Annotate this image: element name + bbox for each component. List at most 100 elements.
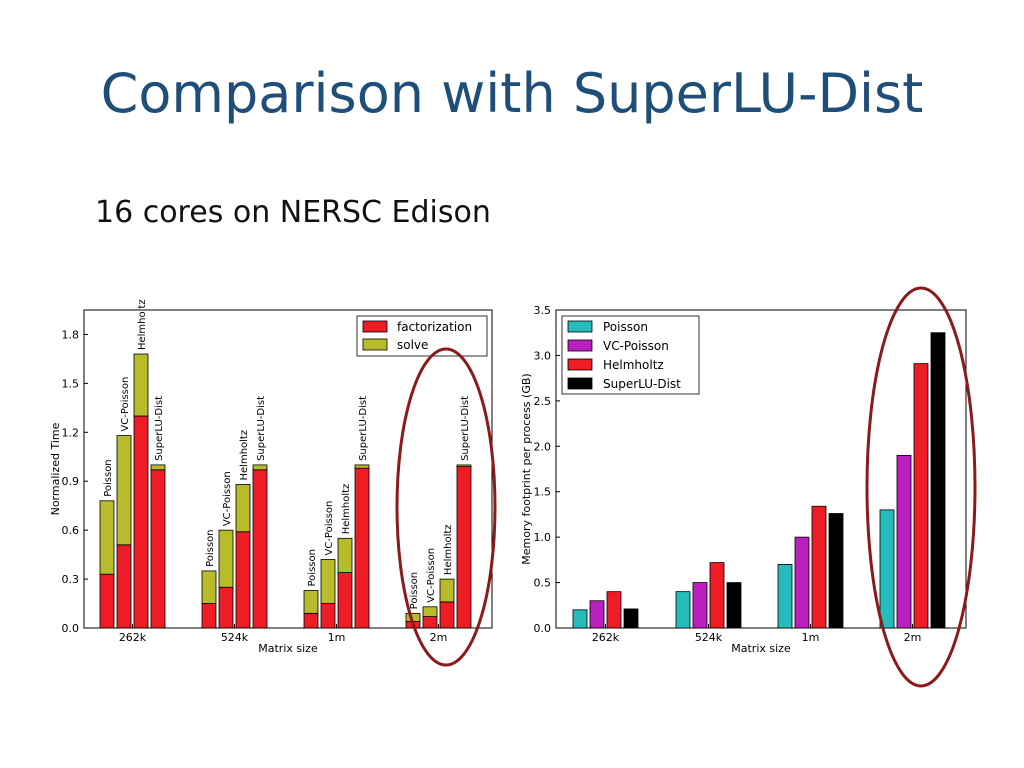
bar-label: VC-Poisson <box>324 501 335 556</box>
x-axis-label: Matrix size <box>731 642 791 655</box>
highlight-ellipse-2m <box>395 347 497 667</box>
y-tick-label: 1.0 <box>534 531 552 544</box>
bar-factorization <box>252 469 268 629</box>
bar-label: SuperLU-Dist <box>460 396 471 461</box>
bar-label: Poisson <box>103 459 114 496</box>
bar-solve <box>133 353 149 417</box>
bar-label: VC-Poisson <box>222 471 233 526</box>
legend-swatch <box>567 339 593 352</box>
x-tick-label: 262k <box>119 631 147 644</box>
y-tick-label: 1.5 <box>62 377 80 390</box>
bar-label: Helmholtz <box>239 430 250 481</box>
y-tick-label: 0.6 <box>62 524 80 537</box>
y-axis-label: Memory footprint per process (GB) <box>520 373 533 564</box>
y-tick-label: 2.5 <box>534 395 552 408</box>
bar-factorization <box>422 616 438 629</box>
bar-superlu-dist <box>623 608 639 629</box>
bar-factorization <box>133 415 149 629</box>
y-tick-label: 0.0 <box>534 622 552 635</box>
bar-poisson <box>777 564 793 629</box>
legend-swatch <box>567 358 593 371</box>
bar-superlu-dist <box>726 582 742 629</box>
bar-solve <box>201 570 217 604</box>
x-tick-label: 524k <box>221 631 249 644</box>
bar-label: Helmholtz <box>443 524 454 575</box>
y-axis-label: Normalized Time <box>49 422 62 515</box>
memory-footprint-chart: 0.0 0.5 1.0 1.5 2.0 2.5 3.0 3.5 262k 524k 1m 2m Matr… <box>520 286 977 688</box>
bar-vc-poisson <box>692 582 708 629</box>
bar-vc-poisson <box>589 600 605 629</box>
bar-helmholtz <box>913 363 929 629</box>
legend-swatch <box>362 320 388 333</box>
bar-label: Poisson <box>205 529 216 566</box>
x-axis-label: Matrix size <box>258 642 318 655</box>
bar-factorization <box>303 612 319 629</box>
x-tick-label: 2m <box>430 631 448 644</box>
bar-factorization <box>320 603 336 629</box>
x-tick-label: 1m <box>328 631 346 644</box>
bar-superlu-dist <box>930 332 946 629</box>
legend-swatch <box>567 320 593 333</box>
legend-label: Poisson <box>603 320 648 334</box>
bar-factorization <box>456 466 472 629</box>
bar-helmholtz <box>811 505 827 629</box>
bar-solve <box>439 578 455 603</box>
y-tick-label: 1.8 <box>62 328 80 341</box>
legend-label: factorization <box>397 320 472 334</box>
bar-solve <box>337 537 353 573</box>
bar-vc-poisson <box>794 536 810 629</box>
bar-solve <box>303 590 319 614</box>
y-tick-label: 0.5 <box>534 577 552 590</box>
legend-swatch <box>362 338 388 351</box>
bar-factorization <box>150 469 166 629</box>
x-tick-label: 262k <box>592 631 620 644</box>
y-tick-label: 0.9 <box>62 475 80 488</box>
bar-factorization <box>116 544 132 629</box>
bar-poisson <box>572 609 588 629</box>
legend-label: Helmholtz <box>603 358 664 372</box>
slide-subtitle: 16 cores on NERSC Edison <box>95 195 491 230</box>
bar-factorization <box>439 601 455 629</box>
bar-vc-poisson <box>896 454 912 629</box>
bar-label: VC-Poisson <box>120 377 131 432</box>
bar-solve <box>235 484 251 533</box>
bar-solve <box>116 435 132 546</box>
bar-label: Poisson <box>409 572 420 609</box>
bar-factorization <box>354 467 370 629</box>
bar-label: Helmholtz <box>137 299 148 350</box>
bar-label: VC-Poisson <box>426 548 437 603</box>
bar-factorization <box>337 572 353 629</box>
bar-solve <box>252 464 268 471</box>
bar-solve <box>218 529 234 588</box>
bar-factorization <box>235 531 251 629</box>
bar-solve <box>320 559 336 604</box>
legend-swatch <box>567 377 593 390</box>
bar-helmholtz <box>709 562 725 629</box>
bar-label: Poisson <box>307 549 318 586</box>
y-tick-label: 1.5 <box>534 486 552 499</box>
bar-poisson <box>675 591 691 629</box>
bar-helmholtz <box>606 591 622 629</box>
slide-title: Comparison with SuperLU-Dist <box>100 62 924 125</box>
bar-solve <box>150 464 166 471</box>
x-tick-label: 1m <box>802 631 820 644</box>
bar-factorization <box>201 603 217 629</box>
y-tick-label: 0.3 <box>62 573 80 586</box>
bar-factorization <box>218 586 234 629</box>
x-tick-label: 524k <box>695 631 723 644</box>
bar-label: SuperLU-Dist <box>358 396 369 461</box>
x-tick-label: 2m <box>904 631 922 644</box>
legend-label: SuperLU-Dist <box>603 377 681 391</box>
bar-label: SuperLU-Dist <box>154 396 165 461</box>
legend-label: solve <box>397 338 428 352</box>
y-tick-label: 1.2 <box>62 426 80 439</box>
bar-superlu-dist <box>828 513 844 629</box>
bar-solve <box>422 606 438 617</box>
y-tick-label: 2.0 <box>534 440 552 453</box>
legend-label: VC-Poisson <box>603 339 669 353</box>
bar-label: Helmholtz <box>341 484 352 535</box>
highlight-ellipse-2m <box>865 286 977 688</box>
bar-solve <box>456 464 472 467</box>
y-tick-label: 3.0 <box>534 349 552 362</box>
